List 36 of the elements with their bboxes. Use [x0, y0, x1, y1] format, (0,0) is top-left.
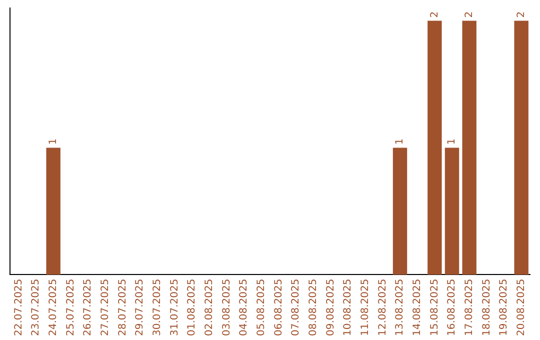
- x-tick-label: 29.07.2025: [134, 278, 146, 336]
- data-label: 1: [48, 138, 59, 145]
- x-tick-label: 27.07.2025: [100, 278, 111, 336]
- data-label: 2: [429, 11, 440, 18]
- x-tick-label: 09.08.2025: [325, 278, 336, 336]
- x-tick-label: 28.07.2025: [117, 278, 128, 336]
- x-tick-label: 24.07.2025: [48, 278, 59, 336]
- x-tick-label: 12.08.2025: [377, 278, 388, 336]
- x-tick-label: 19.08.2025: [498, 278, 510, 336]
- x-tick-label: 17.08.2025: [464, 278, 475, 336]
- x-tick-label: 16.08.2025: [446, 278, 458, 336]
- x-tick-label: 23.07.2025: [30, 278, 42, 336]
- x-tick-label: 03.08.2025: [221, 278, 232, 336]
- data-label: 2: [516, 11, 527, 18]
- x-tick-label: 01.08.2025: [186, 278, 198, 336]
- x-tick-label: 11.08.2025: [360, 278, 371, 336]
- data-label: 2: [464, 11, 475, 18]
- x-tick-label: 02.08.2025: [204, 278, 215, 336]
- data-label: 1: [446, 138, 458, 145]
- data-label: 1: [394, 138, 406, 145]
- x-tick-label: 22.07.2025: [13, 278, 24, 336]
- x-tick-label: 10.08.2025: [342, 278, 354, 336]
- x-tick-label: 08.08.2025: [308, 278, 319, 336]
- x-tick-label: 31.07.2025: [169, 278, 180, 336]
- x-tick-label: 14.08.2025: [412, 278, 423, 336]
- x-tick-label: 05.08.2025: [256, 278, 267, 336]
- x-tick-label: 20.08.2025: [516, 278, 527, 336]
- x-tick-label: 13.08.2025: [394, 278, 406, 336]
- x-tick-label: 04.08.2025: [238, 278, 250, 336]
- x-tick-label: 30.07.2025: [152, 278, 163, 336]
- x-tick-label: 25.07.2025: [65, 278, 76, 336]
- x-tick-label: 26.07.2025: [82, 278, 94, 336]
- x-tick-label: 07.08.2025: [290, 278, 302, 336]
- x-tick-label: 18.08.2025: [481, 278, 492, 336]
- x-tick-label: 06.08.2025: [273, 278, 284, 336]
- x-tick-label: 15.08.2025: [429, 278, 440, 336]
